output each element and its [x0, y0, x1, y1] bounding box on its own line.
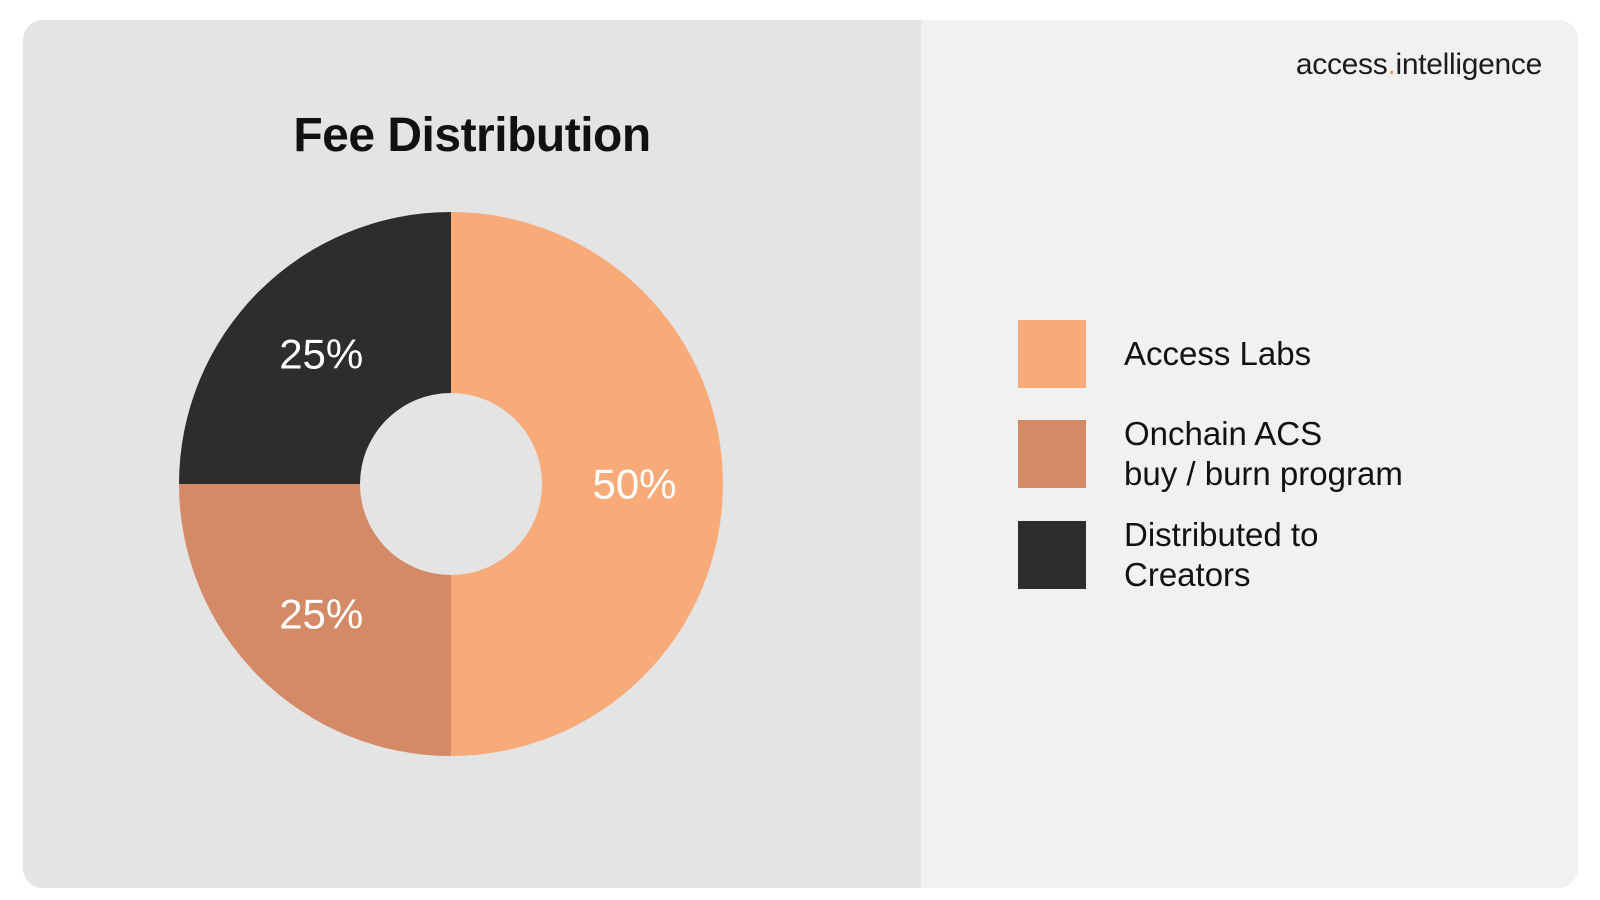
donut-slice-3	[179, 212, 451, 484]
slice-label-3: 25%	[279, 331, 363, 378]
legend-item-3: Distributed to Creators	[1018, 516, 1538, 593]
donut-chart: 50% 25% 25%	[179, 212, 723, 756]
legend-swatch-3	[1018, 521, 1086, 589]
legend-item-1: Access Labs	[1018, 320, 1538, 388]
legend-item-2: Onchain ACS buy / burn program	[1018, 415, 1538, 492]
legend-swatch-1	[1018, 320, 1086, 388]
chart-title: Fee Distribution	[293, 109, 651, 162]
chart-panel: Fee Distribution 50% 25% 25%	[23, 20, 921, 888]
donut-slice-1	[451, 212, 723, 756]
legend-label-2: Onchain ACS buy / burn program	[1124, 415, 1403, 492]
donut-slice-2	[179, 484, 451, 756]
brand-separator: .	[1387, 48, 1396, 81]
legend-label-3: Distributed to Creators	[1124, 516, 1319, 593]
legend-label-1: Access Labs	[1124, 335, 1312, 372]
brand-logo: access.intelligence	[1296, 48, 1542, 82]
brand-name-part1: access	[1295, 48, 1388, 81]
brand-name-part2: intelligence	[1395, 48, 1542, 81]
slice-label-1: 50%	[592, 461, 676, 508]
slice-label-2: 25%	[279, 590, 363, 637]
legend-swatch-2	[1018, 420, 1086, 488]
